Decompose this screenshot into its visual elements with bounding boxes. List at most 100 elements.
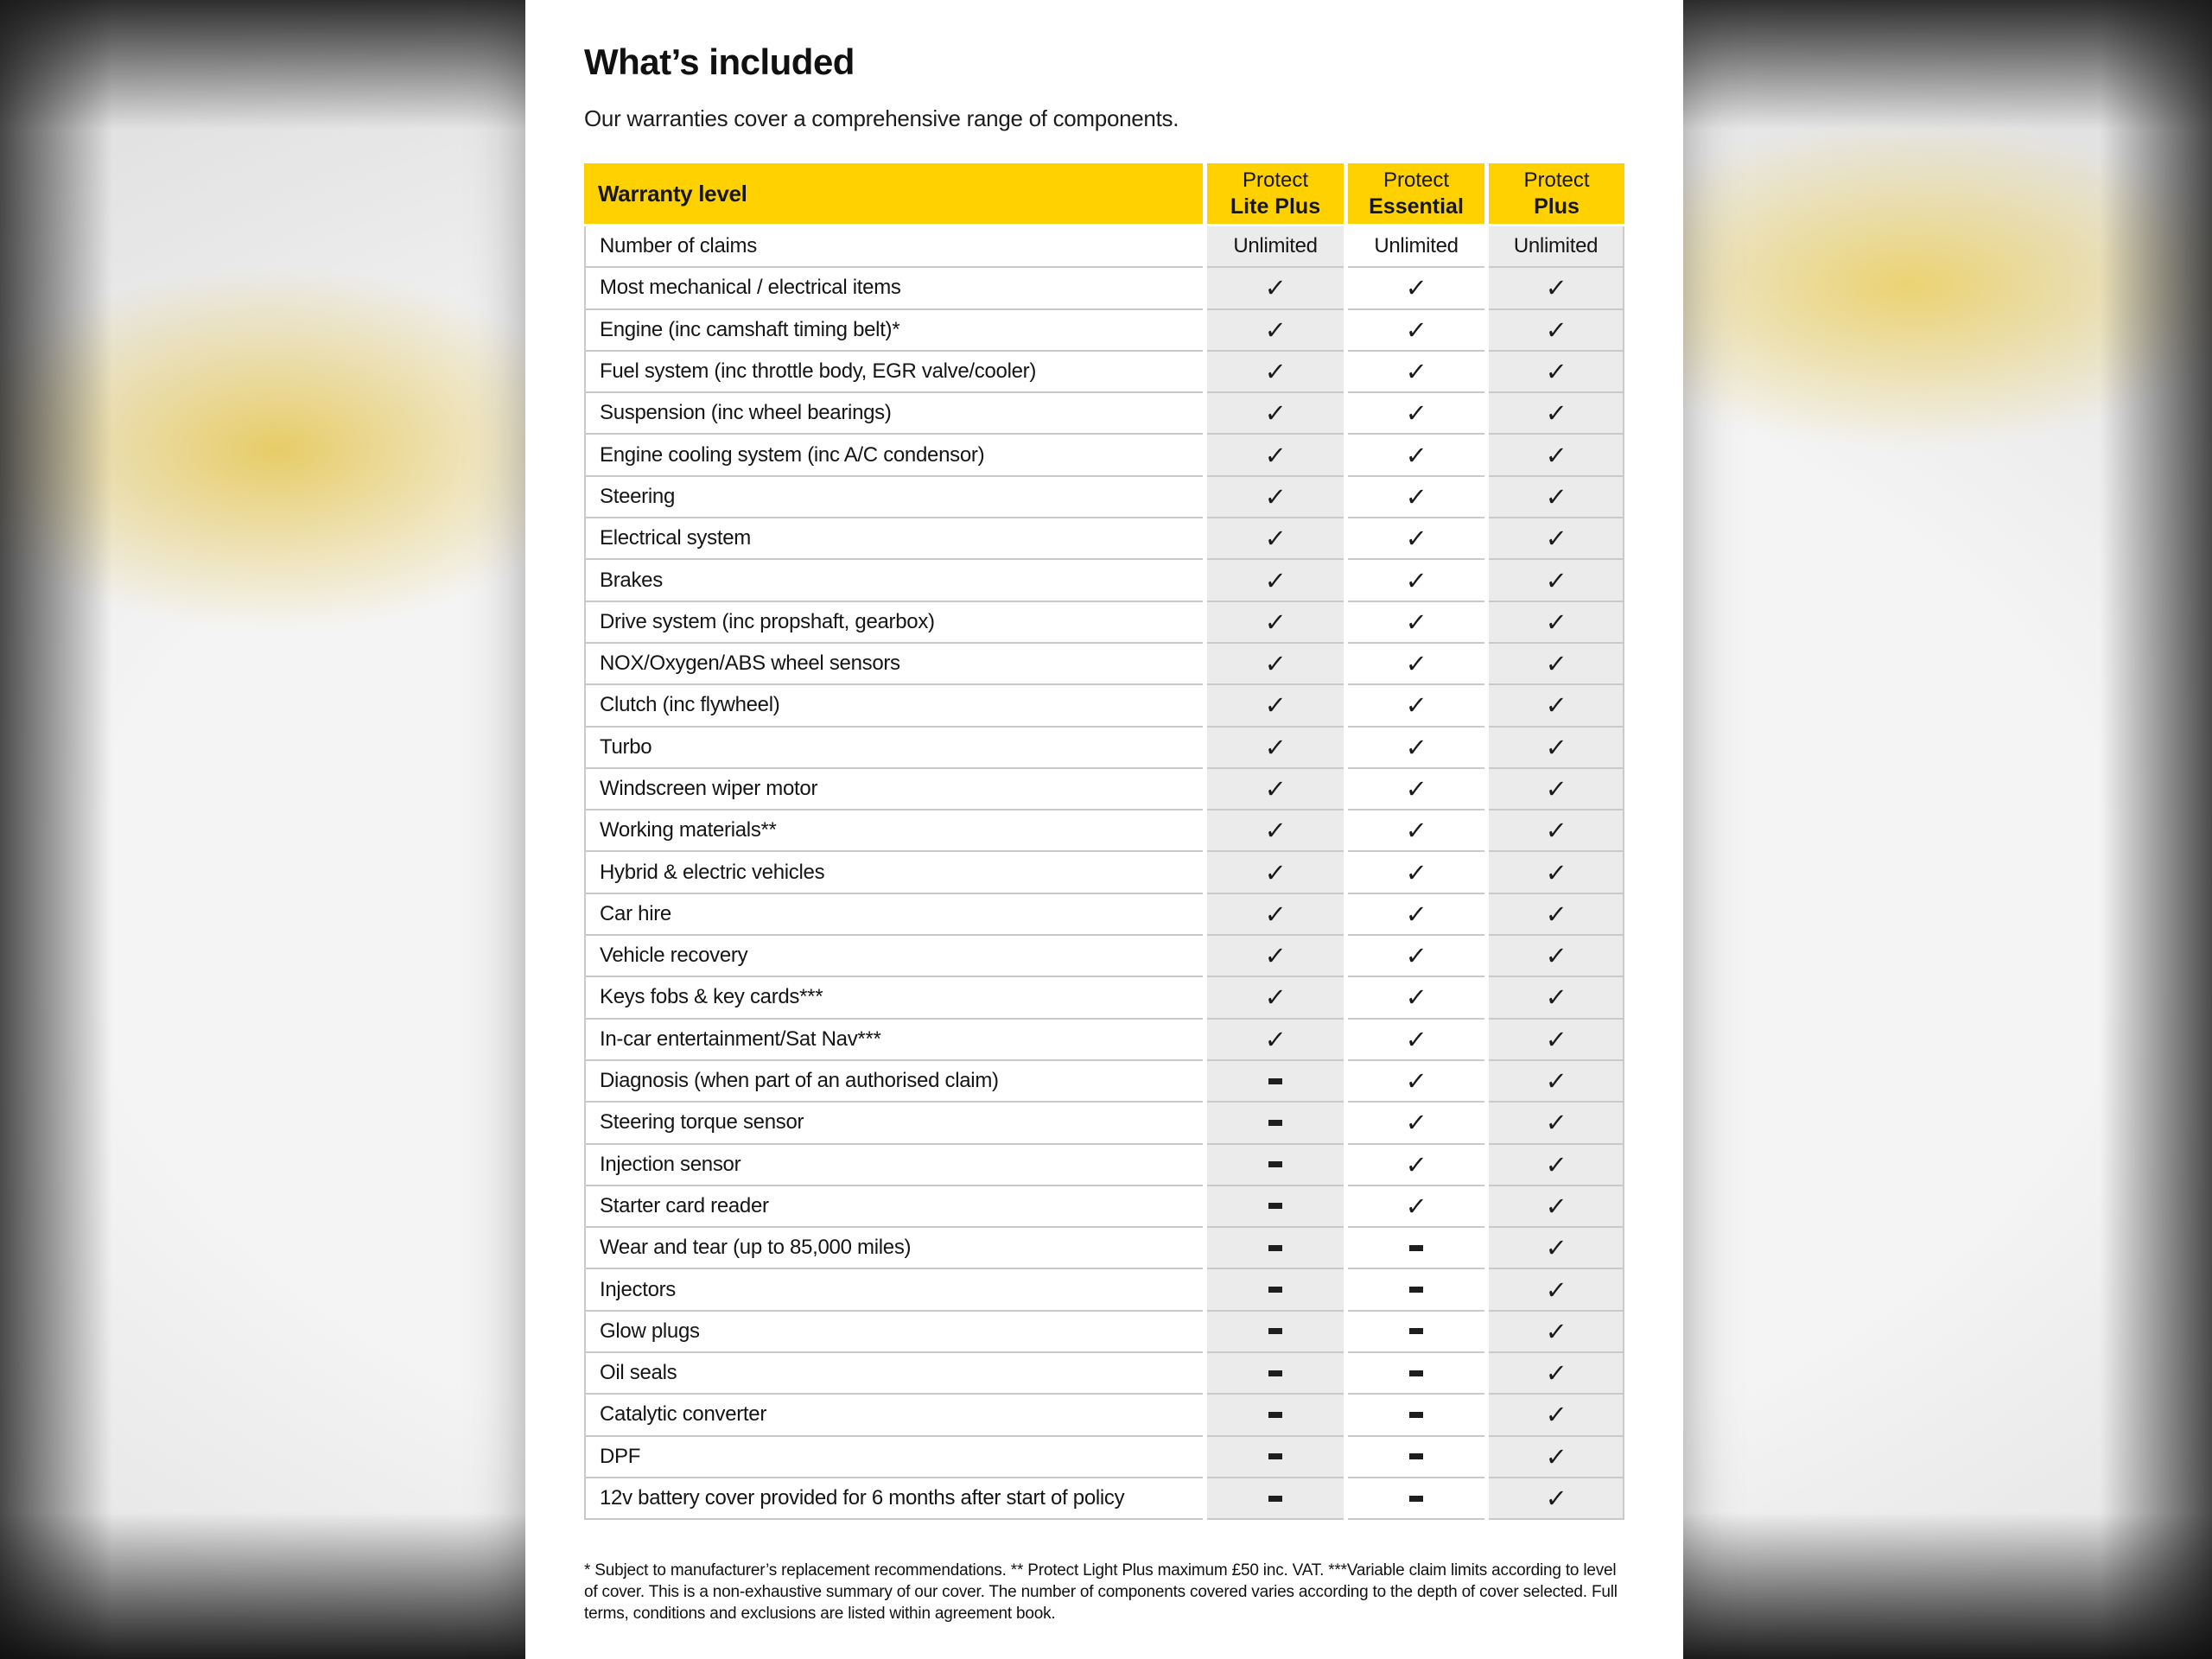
dash-icon <box>1268 1370 1282 1376</box>
check-icon: ✓ <box>1404 857 1428 887</box>
table-row: Windscreen wiper motor ✓ ✓ ✓ <box>584 768 1624 811</box>
check-icon: ✓ <box>1263 774 1287 804</box>
check-icon: ✓ <box>1544 982 1567 1013</box>
check-icon: ✓ <box>1544 649 1567 679</box>
check-icon: ✓ <box>1404 1149 1428 1179</box>
check-icon: ✓ <box>1263 440 1287 470</box>
cell-lite-plus <box>1207 1269 1344 1312</box>
cell-lite-plus <box>1207 1311 1344 1354</box>
table-row: Engine (inc camshaft timing belt)* ✓ ✓ ✓ <box>584 309 1624 352</box>
header-cell-protect-essential: Protect Essential <box>1348 163 1484 224</box>
cell-plus: ✓ <box>1489 1311 1624 1354</box>
cell-plus: ✓ <box>1489 977 1624 1020</box>
dash-icon <box>1268 1203 1282 1210</box>
cell-lite-plus: ✓ <box>1207 601 1344 644</box>
cell-essential: ✓ <box>1348 893 1484 937</box>
cell-plus: ✓ <box>1489 685 1624 728</box>
dash-icon <box>1268 1119 1282 1126</box>
cell-essential: ✓ <box>1348 601 1484 644</box>
cell-essential: ✓ <box>1348 936 1484 978</box>
cell-plus: ✓ <box>1489 560 1624 602</box>
cell-plus: ✓ <box>1489 476 1624 519</box>
cell-lite-plus <box>1207 1228 1344 1270</box>
cell-text: Unlimited <box>1513 234 1599 258</box>
table-row: Steering torque sensor ✓ ✓ <box>584 1103 1624 1145</box>
dash-icon <box>1268 1244 1282 1251</box>
dash-icon <box>1409 1370 1423 1376</box>
check-icon: ✓ <box>1404 1024 1428 1054</box>
check-icon: ✓ <box>1544 1233 1567 1263</box>
cell-lite-plus: ✓ <box>1207 685 1344 728</box>
check-icon: ✓ <box>1263 941 1287 971</box>
row-label: NOX/Oxygen/ABS wheel sensors <box>584 643 1203 686</box>
row-label: Fuel system (inc throttle body, EGR valv… <box>584 351 1203 394</box>
cell-lite-plus: ✓ <box>1207 268 1344 310</box>
cell-plus: Unlimited <box>1489 226 1624 269</box>
cell-essential: ✓ <box>1348 560 1484 602</box>
check-icon: ✓ <box>1544 315 1567 345</box>
check-icon: ✓ <box>1404 649 1428 679</box>
table-row: Glow plugs ✓ <box>584 1311 1624 1354</box>
row-label: Steering torque sensor <box>584 1103 1203 1145</box>
table-row: Most mechanical / electrical items ✓ ✓ ✓ <box>584 268 1624 310</box>
check-icon: ✓ <box>1404 481 1428 512</box>
row-label: Engine (inc camshaft timing belt)* <box>584 309 1203 352</box>
check-icon: ✓ <box>1404 1108 1428 1138</box>
cell-plus: ✓ <box>1489 643 1624 686</box>
cell-lite-plus: ✓ <box>1207 893 1344 937</box>
cell-plus: ✓ <box>1489 1269 1624 1312</box>
plan-name-line2: Essential <box>1369 194 1464 219</box>
row-label: Vehicle recovery <box>584 936 1203 978</box>
cell-essential: ✓ <box>1348 476 1484 519</box>
header-cell-warranty-level: Warranty level <box>584 163 1203 224</box>
cell-plus: ✓ <box>1489 1019 1624 1061</box>
cell-essential: ✓ <box>1348 435 1484 477</box>
cell-lite-plus <box>1207 1103 1344 1145</box>
check-icon: ✓ <box>1544 398 1567 429</box>
table-row: 12v battery cover provided for 6 months … <box>584 1478 1624 1521</box>
cell-essential: ✓ <box>1348 309 1484 352</box>
cell-plus: ✓ <box>1489 852 1624 894</box>
row-label: Engine cooling system (inc A/C condensor… <box>584 435 1203 477</box>
plan-name-line1: Protect <box>1523 168 1590 192</box>
table-row: Car hire ✓ ✓ ✓ <box>584 893 1624 937</box>
cell-plus: ✓ <box>1489 1395 1624 1437</box>
check-icon: ✓ <box>1544 1274 1567 1305</box>
dash-icon <box>1268 1287 1282 1294</box>
cell-lite-plus: ✓ <box>1207 309 1344 352</box>
check-icon: ✓ <box>1263 857 1287 887</box>
check-icon: ✓ <box>1404 273 1428 303</box>
cell-lite-plus: Unlimited <box>1207 226 1344 269</box>
cell-essential: ✓ <box>1348 1019 1484 1061</box>
cell-plus: ✓ <box>1489 601 1624 644</box>
dash-icon <box>1268 1161 1282 1168</box>
check-icon: ✓ <box>1544 1149 1567 1179</box>
header-cell-protect-plus: Protect Plus <box>1489 163 1624 224</box>
cell-plus: ✓ <box>1489 810 1624 853</box>
table-row: Turbo ✓ ✓ ✓ <box>584 727 1624 769</box>
check-icon: ✓ <box>1263 899 1287 929</box>
table-row: Keys fobs & key cards*** ✓ ✓ ✓ <box>584 977 1624 1020</box>
check-icon: ✓ <box>1404 899 1428 929</box>
check-icon: ✓ <box>1544 857 1567 887</box>
row-label: Catalytic converter <box>584 1395 1203 1437</box>
row-label: Diagnosis (when part of an authorised cl… <box>584 1060 1203 1103</box>
table-row: Engine cooling system (inc A/C condensor… <box>584 435 1624 477</box>
check-icon: ✓ <box>1404 524 1428 554</box>
row-label: Wear and tear (up to 85,000 miles) <box>584 1228 1203 1270</box>
check-icon: ✓ <box>1263 649 1287 679</box>
cell-plus: ✓ <box>1489 936 1624 978</box>
cell-essential: ✓ <box>1348 768 1484 811</box>
check-icon: ✓ <box>1263 481 1287 512</box>
check-icon: ✓ <box>1263 732 1287 762</box>
plan-name-line2: Plus <box>1534 194 1580 219</box>
page-title: What’s included <box>584 41 855 82</box>
cell-lite-plus: ✓ <box>1207 518 1344 561</box>
table-row: Hybrid & electric vehicles ✓ ✓ ✓ <box>584 852 1624 894</box>
cell-lite-plus: ✓ <box>1207 560 1344 602</box>
check-icon: ✓ <box>1544 1484 1567 1514</box>
check-icon: ✓ <box>1544 1316 1567 1346</box>
table-row: Suspension (inc wheel bearings) ✓ ✓ ✓ <box>584 393 1624 435</box>
check-icon: ✓ <box>1404 607 1428 637</box>
